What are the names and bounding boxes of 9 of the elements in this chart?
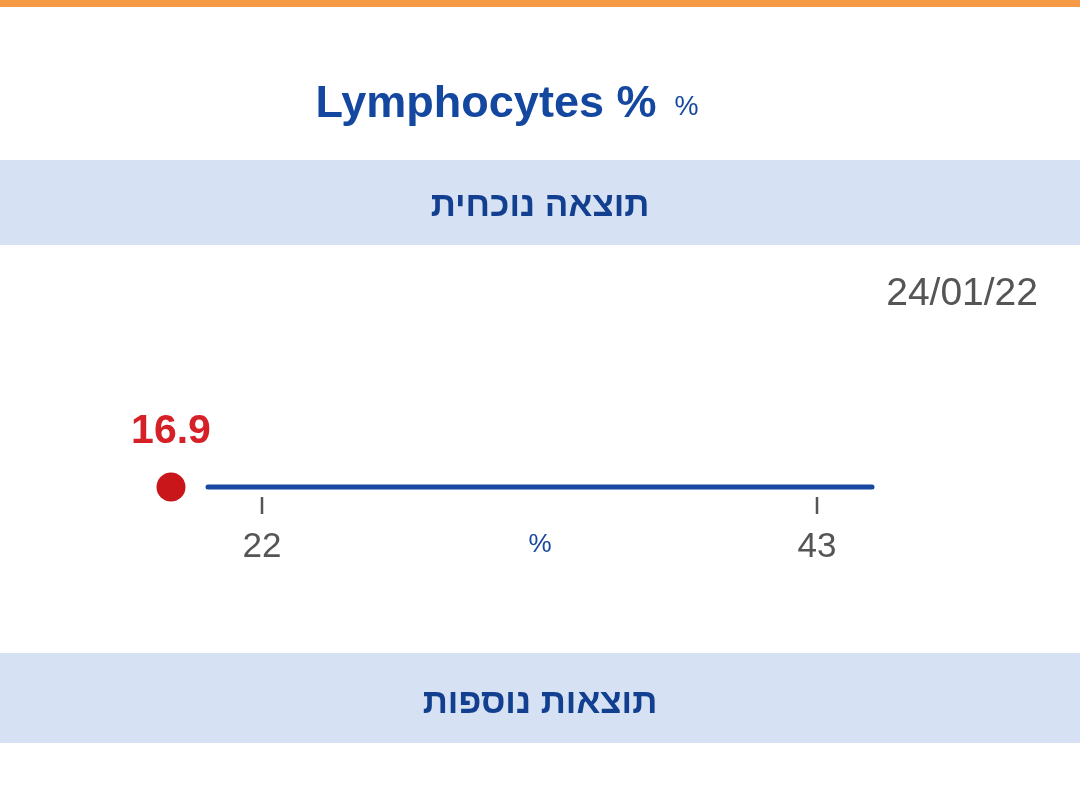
- text: 43: [797, 525, 837, 564]
- text: תוצאה נוכחית: [430, 184, 650, 223]
- text: תוצאות נוספות: [422, 681, 658, 720]
- text: %: [528, 528, 552, 558]
- text: Lymphocytes %: [315, 76, 657, 127]
- text: 22: [242, 525, 282, 564]
- text: 24/01/22: [886, 270, 1038, 313]
- data-label: 16.9: [131, 406, 211, 452]
- text: %: [674, 91, 699, 121]
